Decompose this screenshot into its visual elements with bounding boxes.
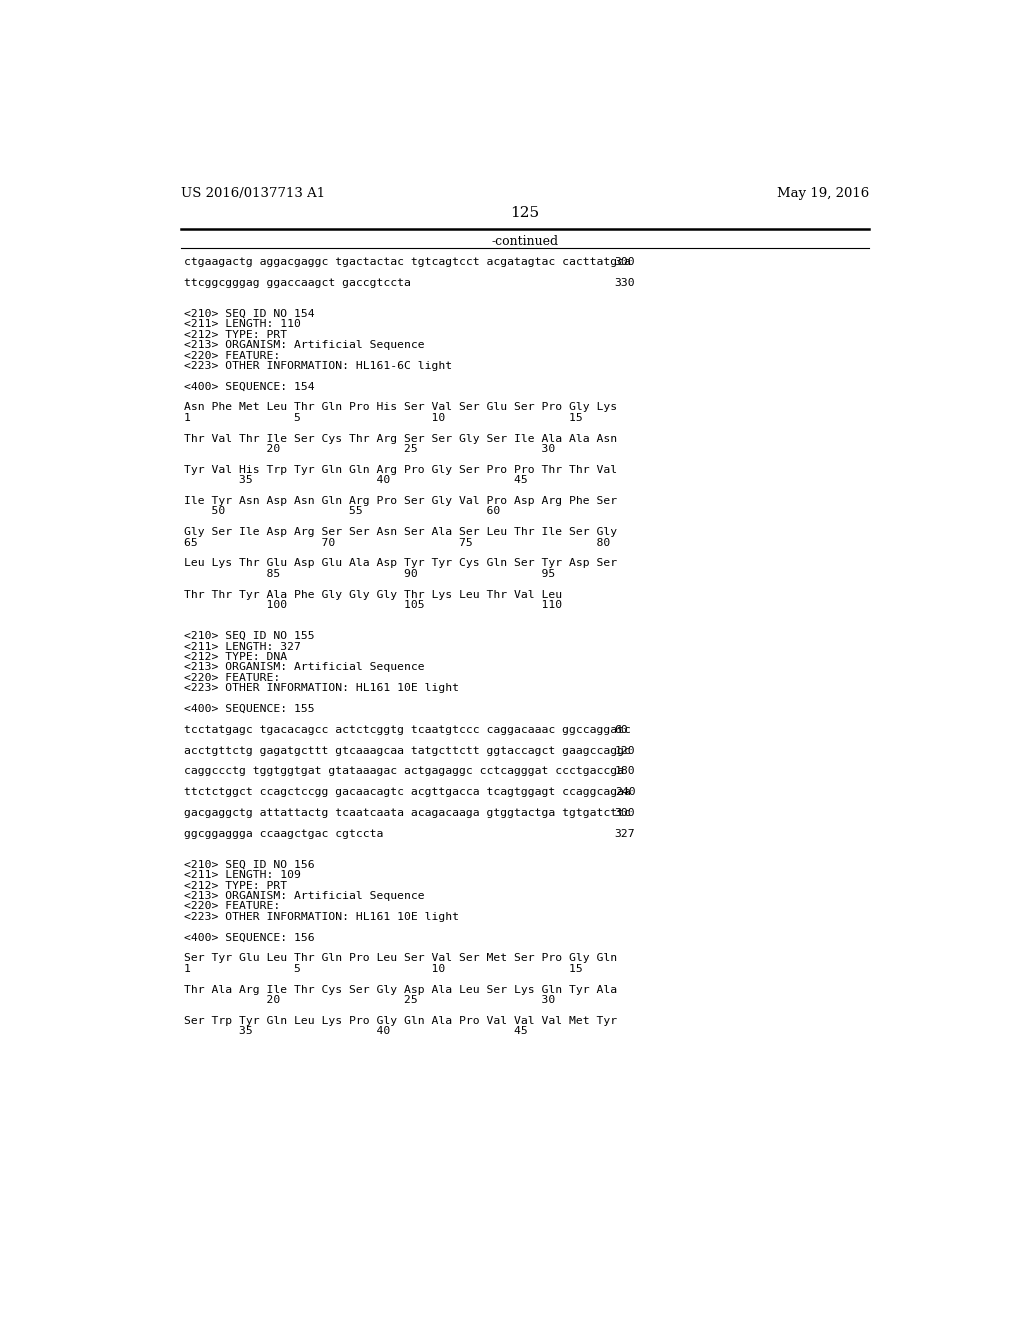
Text: <210> SEQ ID NO 155: <210> SEQ ID NO 155 [183, 631, 314, 642]
Text: <223> OTHER INFORMATION: HL161 10E light: <223> OTHER INFORMATION: HL161 10E light [183, 684, 459, 693]
Text: <213> ORGANISM: Artificial Sequence: <213> ORGANISM: Artificial Sequence [183, 663, 424, 672]
Text: <223> OTHER INFORMATION: HL161 10E light: <223> OTHER INFORMATION: HL161 10E light [183, 912, 459, 921]
Text: <220> FEATURE:: <220> FEATURE: [183, 351, 280, 360]
Text: <212> TYPE: DNA: <212> TYPE: DNA [183, 652, 287, 661]
Text: 300: 300 [614, 808, 635, 818]
Text: Tyr Val His Trp Tyr Gln Gln Arg Pro Gly Ser Pro Pro Thr Thr Val: Tyr Val His Trp Tyr Gln Gln Arg Pro Gly … [183, 465, 616, 475]
Text: caggccctg tggtggtgat gtataaagac actgagaggc cctcagggat ccctgaccga: caggccctg tggtggtgat gtataaagac actgagag… [183, 767, 624, 776]
Text: <213> ORGANISM: Artificial Sequence: <213> ORGANISM: Artificial Sequence [183, 341, 424, 350]
Text: gacgaggctg attattactg tcaatcaata acagacaaga gtggtactga tgtgatcttc: gacgaggctg attattactg tcaatcaata acagaca… [183, 808, 631, 818]
Text: <220> FEATURE:: <220> FEATURE: [183, 673, 280, 682]
Text: 35                  40                  45: 35 40 45 [183, 1026, 527, 1036]
Text: 300: 300 [614, 257, 635, 267]
Text: Leu Lys Thr Glu Asp Glu Ala Asp Tyr Tyr Cys Gln Ser Tyr Asp Ser: Leu Lys Thr Glu Asp Glu Ala Asp Tyr Tyr … [183, 558, 616, 569]
Text: acctgttctg gagatgcttt gtcaaagcaa tatgcttctt ggtaccagct gaagccaggc: acctgttctg gagatgcttt gtcaaagcaa tatgctt… [183, 746, 631, 755]
Text: May 19, 2016: May 19, 2016 [776, 187, 869, 199]
Text: 1               5                   10                  15: 1 5 10 15 [183, 413, 583, 422]
Text: 20                  25                  30: 20 25 30 [183, 995, 555, 1005]
Text: 330: 330 [614, 277, 635, 288]
Text: <210> SEQ ID NO 154: <210> SEQ ID NO 154 [183, 309, 314, 319]
Text: ggcggaggga ccaagctgac cgtccta: ggcggaggga ccaagctgac cgtccta [183, 829, 383, 838]
Text: tcctatgagc tgacacagcc actctcggtg tcaatgtccc caggacaaac ggccaggatc: tcctatgagc tgacacagcc actctcggtg tcaatgt… [183, 725, 631, 735]
Text: Asn Phe Met Leu Thr Gln Pro His Ser Val Ser Glu Ser Pro Gly Lys: Asn Phe Met Leu Thr Gln Pro His Ser Val … [183, 403, 616, 412]
Text: <211> LENGTH: 109: <211> LENGTH: 109 [183, 870, 301, 880]
Text: ctgaagactg aggacgaggc tgactactac tgtcagtcct acgatagtac cacttatgca: ctgaagactg aggacgaggc tgactactac tgtcagt… [183, 257, 631, 267]
Text: -continued: -continued [492, 235, 558, 248]
Text: Thr Ala Arg Ile Thr Cys Ser Gly Asp Ala Leu Ser Lys Gln Tyr Ala: Thr Ala Arg Ile Thr Cys Ser Gly Asp Ala … [183, 985, 616, 994]
Text: 1               5                   10                  15: 1 5 10 15 [183, 964, 583, 974]
Text: 50                  55                  60: 50 55 60 [183, 507, 500, 516]
Text: 65                  70                  75                  80: 65 70 75 80 [183, 537, 610, 548]
Text: Ser Trp Tyr Gln Leu Lys Pro Gly Gln Ala Pro Val Val Val Met Tyr: Ser Trp Tyr Gln Leu Lys Pro Gly Gln Ala … [183, 1016, 616, 1026]
Text: 120: 120 [614, 746, 635, 755]
Text: ttctctggct ccagctccgg gacaacagtc acgttgacca tcagtggagt ccaggcagaa: ttctctggct ccagctccgg gacaacagtc acgttga… [183, 787, 631, 797]
Text: <400> SEQUENCE: 156: <400> SEQUENCE: 156 [183, 933, 314, 942]
Text: <211> LENGTH: 110: <211> LENGTH: 110 [183, 319, 301, 329]
Text: <213> ORGANISM: Artificial Sequence: <213> ORGANISM: Artificial Sequence [183, 891, 424, 902]
Text: Thr Val Thr Ile Ser Cys Thr Arg Ser Ser Gly Ser Ile Ala Ala Asn: Thr Val Thr Ile Ser Cys Thr Arg Ser Ser … [183, 434, 616, 444]
Text: ttcggcgggag ggaccaagct gaccgtccta: ttcggcgggag ggaccaagct gaccgtccta [183, 277, 411, 288]
Text: Gly Ser Ile Asp Arg Ser Ser Asn Ser Ala Ser Leu Thr Ile Ser Gly: Gly Ser Ile Asp Arg Ser Ser Asn Ser Ala … [183, 527, 616, 537]
Text: 60: 60 [614, 725, 629, 735]
Text: <223> OTHER INFORMATION: HL161-6C light: <223> OTHER INFORMATION: HL161-6C light [183, 360, 452, 371]
Text: <212> TYPE: PRT: <212> TYPE: PRT [183, 330, 287, 339]
Text: 100                 105                 110: 100 105 110 [183, 601, 562, 610]
Text: <210> SEQ ID NO 156: <210> SEQ ID NO 156 [183, 859, 314, 870]
Text: 240: 240 [614, 787, 635, 797]
Text: Thr Thr Tyr Ala Phe Gly Gly Gly Thr Lys Leu Thr Val Leu: Thr Thr Tyr Ala Phe Gly Gly Gly Thr Lys … [183, 590, 562, 599]
Text: <400> SEQUENCE: 155: <400> SEQUENCE: 155 [183, 704, 314, 714]
Text: 85                  90                  95: 85 90 95 [183, 569, 555, 578]
Text: <212> TYPE: PRT: <212> TYPE: PRT [183, 880, 287, 891]
Text: <211> LENGTH: 327: <211> LENGTH: 327 [183, 642, 301, 652]
Text: <220> FEATURE:: <220> FEATURE: [183, 902, 280, 911]
Text: 20                  25                  30: 20 25 30 [183, 444, 555, 454]
Text: <400> SEQUENCE: 154: <400> SEQUENCE: 154 [183, 381, 314, 392]
Text: Ile Tyr Asn Asp Asn Gln Arg Pro Ser Gly Val Pro Asp Arg Phe Ser: Ile Tyr Asn Asp Asn Gln Arg Pro Ser Gly … [183, 496, 616, 506]
Text: US 2016/0137713 A1: US 2016/0137713 A1 [180, 187, 325, 199]
Text: 180: 180 [614, 767, 635, 776]
Text: 125: 125 [510, 206, 540, 220]
Text: 327: 327 [614, 829, 635, 838]
Text: 35                  40                  45: 35 40 45 [183, 475, 527, 486]
Text: Ser Tyr Glu Leu Thr Gln Pro Leu Ser Val Ser Met Ser Pro Gly Gln: Ser Tyr Glu Leu Thr Gln Pro Leu Ser Val … [183, 953, 616, 964]
